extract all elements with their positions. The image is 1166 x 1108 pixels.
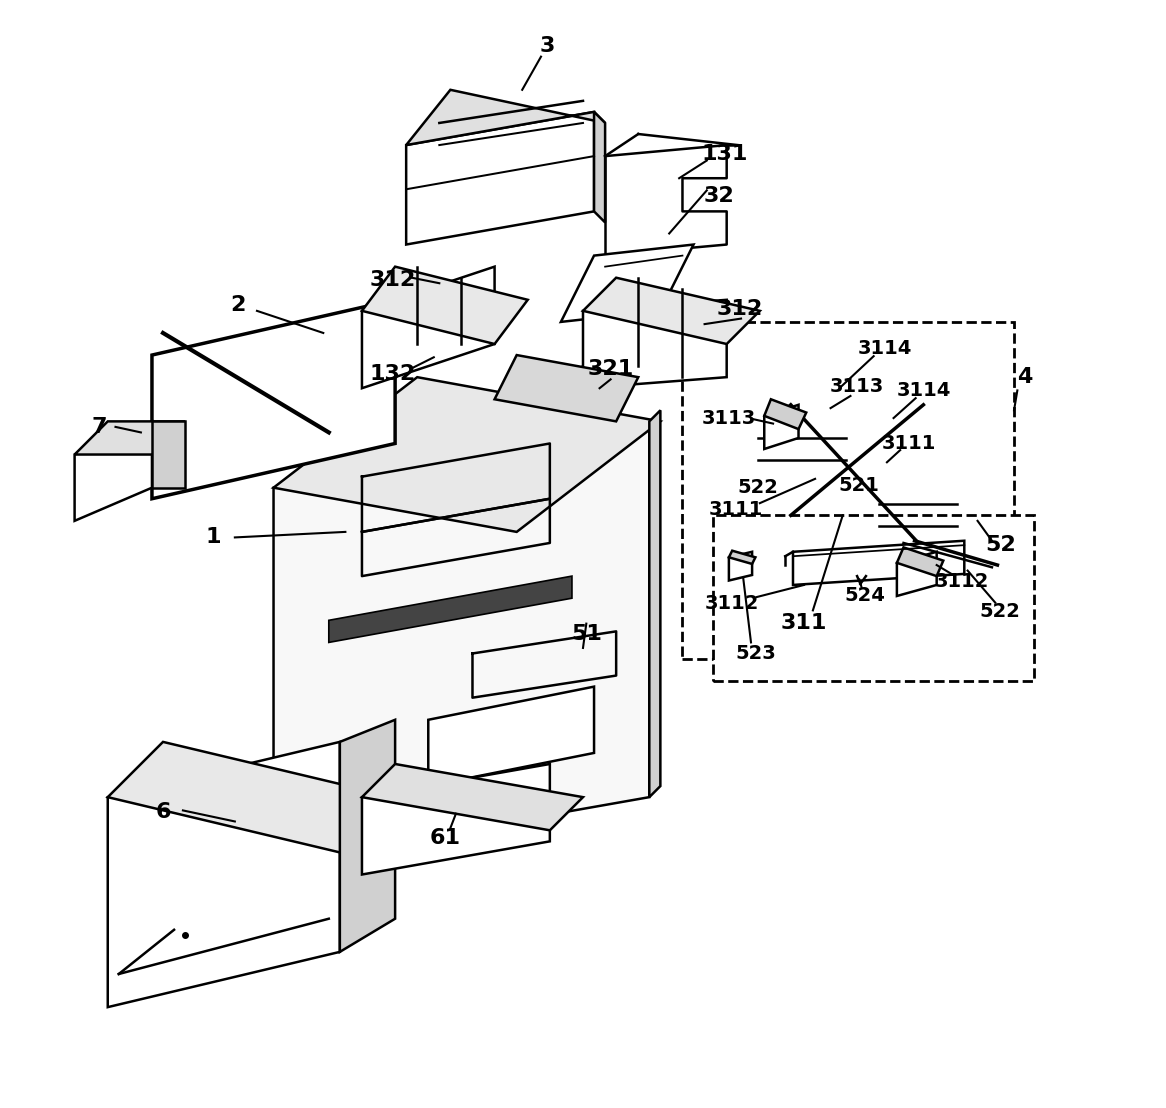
Polygon shape [361,267,494,388]
Polygon shape [729,551,756,564]
Polygon shape [583,278,760,343]
Polygon shape [361,765,550,874]
Polygon shape [274,377,660,532]
Polygon shape [274,421,649,863]
Polygon shape [561,245,694,322]
Text: 321: 321 [588,359,634,379]
Text: 32: 32 [703,186,735,206]
Text: 522: 522 [979,602,1020,620]
Polygon shape [152,421,185,488]
Text: 312: 312 [370,270,416,290]
Polygon shape [361,765,583,830]
Polygon shape [583,300,726,388]
Polygon shape [75,421,152,521]
Polygon shape [107,742,395,852]
Text: 7: 7 [91,417,106,437]
Polygon shape [729,552,752,581]
Text: 3: 3 [540,35,555,55]
Polygon shape [494,355,638,421]
Text: 521: 521 [838,476,879,495]
Text: 2: 2 [231,296,246,316]
Polygon shape [361,267,528,343]
Text: 522: 522 [737,479,778,497]
Text: 61: 61 [429,828,461,848]
Text: 131: 131 [701,144,747,164]
Polygon shape [764,404,799,449]
Polygon shape [75,421,185,454]
Text: 3112: 3112 [935,572,989,592]
Polygon shape [406,90,605,145]
Polygon shape [897,547,943,576]
Polygon shape [339,720,395,952]
Polygon shape [764,399,806,429]
Text: 3113: 3113 [702,409,756,428]
Polygon shape [406,112,593,245]
Text: 311: 311 [781,613,827,633]
Text: 3111: 3111 [708,501,763,520]
Polygon shape [107,742,339,1007]
Text: 312: 312 [717,299,763,319]
Polygon shape [897,552,936,596]
Text: 132: 132 [370,363,416,383]
Bar [682,322,1014,659]
Text: 3112: 3112 [705,594,759,613]
Text: 3113: 3113 [830,377,884,396]
Text: 1: 1 [205,527,220,547]
Text: 523: 523 [735,644,775,663]
Text: 51: 51 [571,624,602,644]
Text: 3114: 3114 [897,381,950,400]
Polygon shape [428,687,593,786]
Text: 4: 4 [1018,367,1033,387]
Text: 52: 52 [985,535,1016,555]
Polygon shape [329,576,573,643]
Text: 6: 6 [155,801,170,821]
Text: 524: 524 [844,586,885,605]
Polygon shape [793,541,964,585]
Bar [714,515,1034,681]
Polygon shape [152,300,395,499]
Polygon shape [649,410,660,797]
Text: 3114: 3114 [857,339,912,358]
Polygon shape [593,112,605,223]
Text: 3111: 3111 [881,434,936,453]
